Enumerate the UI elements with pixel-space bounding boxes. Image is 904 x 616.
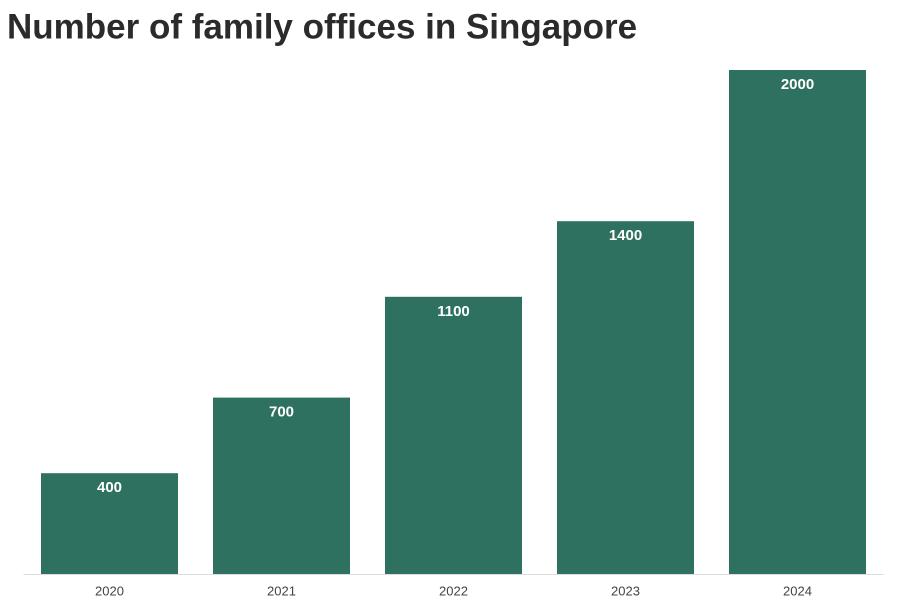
x-tick-label: 2022: [439, 583, 468, 598]
x-tick-label: 2020: [95, 583, 124, 598]
value-label: 2000: [781, 76, 814, 93]
bar: [729, 70, 866, 574]
value-label: 400: [97, 479, 122, 496]
x-tick-label: 2021: [267, 583, 296, 598]
value-label: 1100: [437, 303, 470, 320]
value-label: 700: [269, 404, 294, 421]
bar: [385, 296, 522, 574]
x-tick-label: 2024: [783, 583, 812, 598]
bar: [213, 397, 350, 574]
bar: [41, 473, 178, 574]
value-label: 1400: [609, 227, 642, 244]
chart-title: Number of family offices in Singapore: [7, 7, 637, 46]
bar: [557, 221, 694, 574]
x-tick-label: 2023: [611, 583, 640, 598]
